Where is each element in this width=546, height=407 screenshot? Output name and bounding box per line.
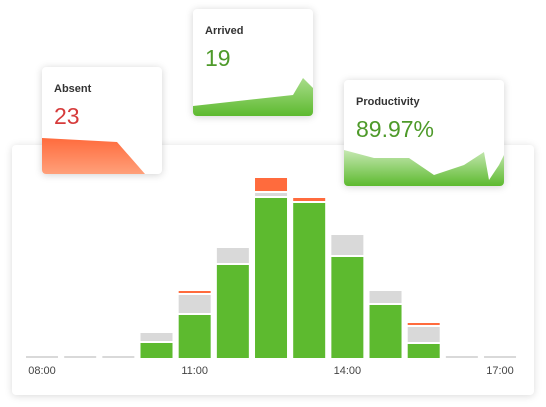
bar-segment	[255, 198, 288, 358]
card-value: 89.97%	[356, 116, 435, 142]
bar-segment	[407, 344, 440, 358]
bar-segment	[293, 198, 326, 201]
bar-segment	[140, 333, 173, 341]
bar-segment	[255, 193, 288, 196]
bar-segment	[178, 315, 211, 358]
bar-segment	[293, 203, 326, 358]
card-title: Absent	[54, 83, 92, 95]
bar-segment	[26, 356, 58, 358]
sparkline	[344, 150, 504, 186]
card-value: 19	[205, 45, 231, 71]
bar-segment	[140, 343, 173, 358]
arrived-card: Arrived 19	[193, 9, 313, 116]
bar-segment	[369, 305, 402, 358]
card-value: 23	[54, 103, 80, 129]
bar-segment	[484, 356, 517, 358]
sparkline	[42, 138, 145, 174]
absent-card: Absent 23	[42, 67, 162, 174]
bar-segment	[178, 295, 211, 313]
bar-segment	[216, 248, 249, 263]
card-title: Productivity	[356, 96, 420, 108]
x-tick-label: 11:00	[181, 365, 208, 377]
x-tick-label: 14:00	[334, 365, 362, 377]
bar-segment	[64, 356, 97, 358]
bar-segment	[407, 327, 440, 342]
card-title: Arrived	[205, 25, 244, 37]
bar-segment	[445, 356, 478, 358]
bar-segment	[255, 178, 288, 191]
bar-segment	[331, 235, 364, 255]
bar-segment	[331, 257, 364, 358]
x-tick-label: 17:00	[486, 365, 514, 377]
bar-segment	[102, 356, 135, 358]
bar-segment	[369, 291, 402, 303]
sparkline	[193, 78, 313, 116]
bar-segment	[178, 291, 211, 293]
bar-segment	[216, 265, 249, 358]
productivity-card: Productivity 89.97%	[344, 80, 504, 186]
bar-segment	[407, 323, 440, 325]
x-tick-label: 08:00	[28, 365, 56, 377]
